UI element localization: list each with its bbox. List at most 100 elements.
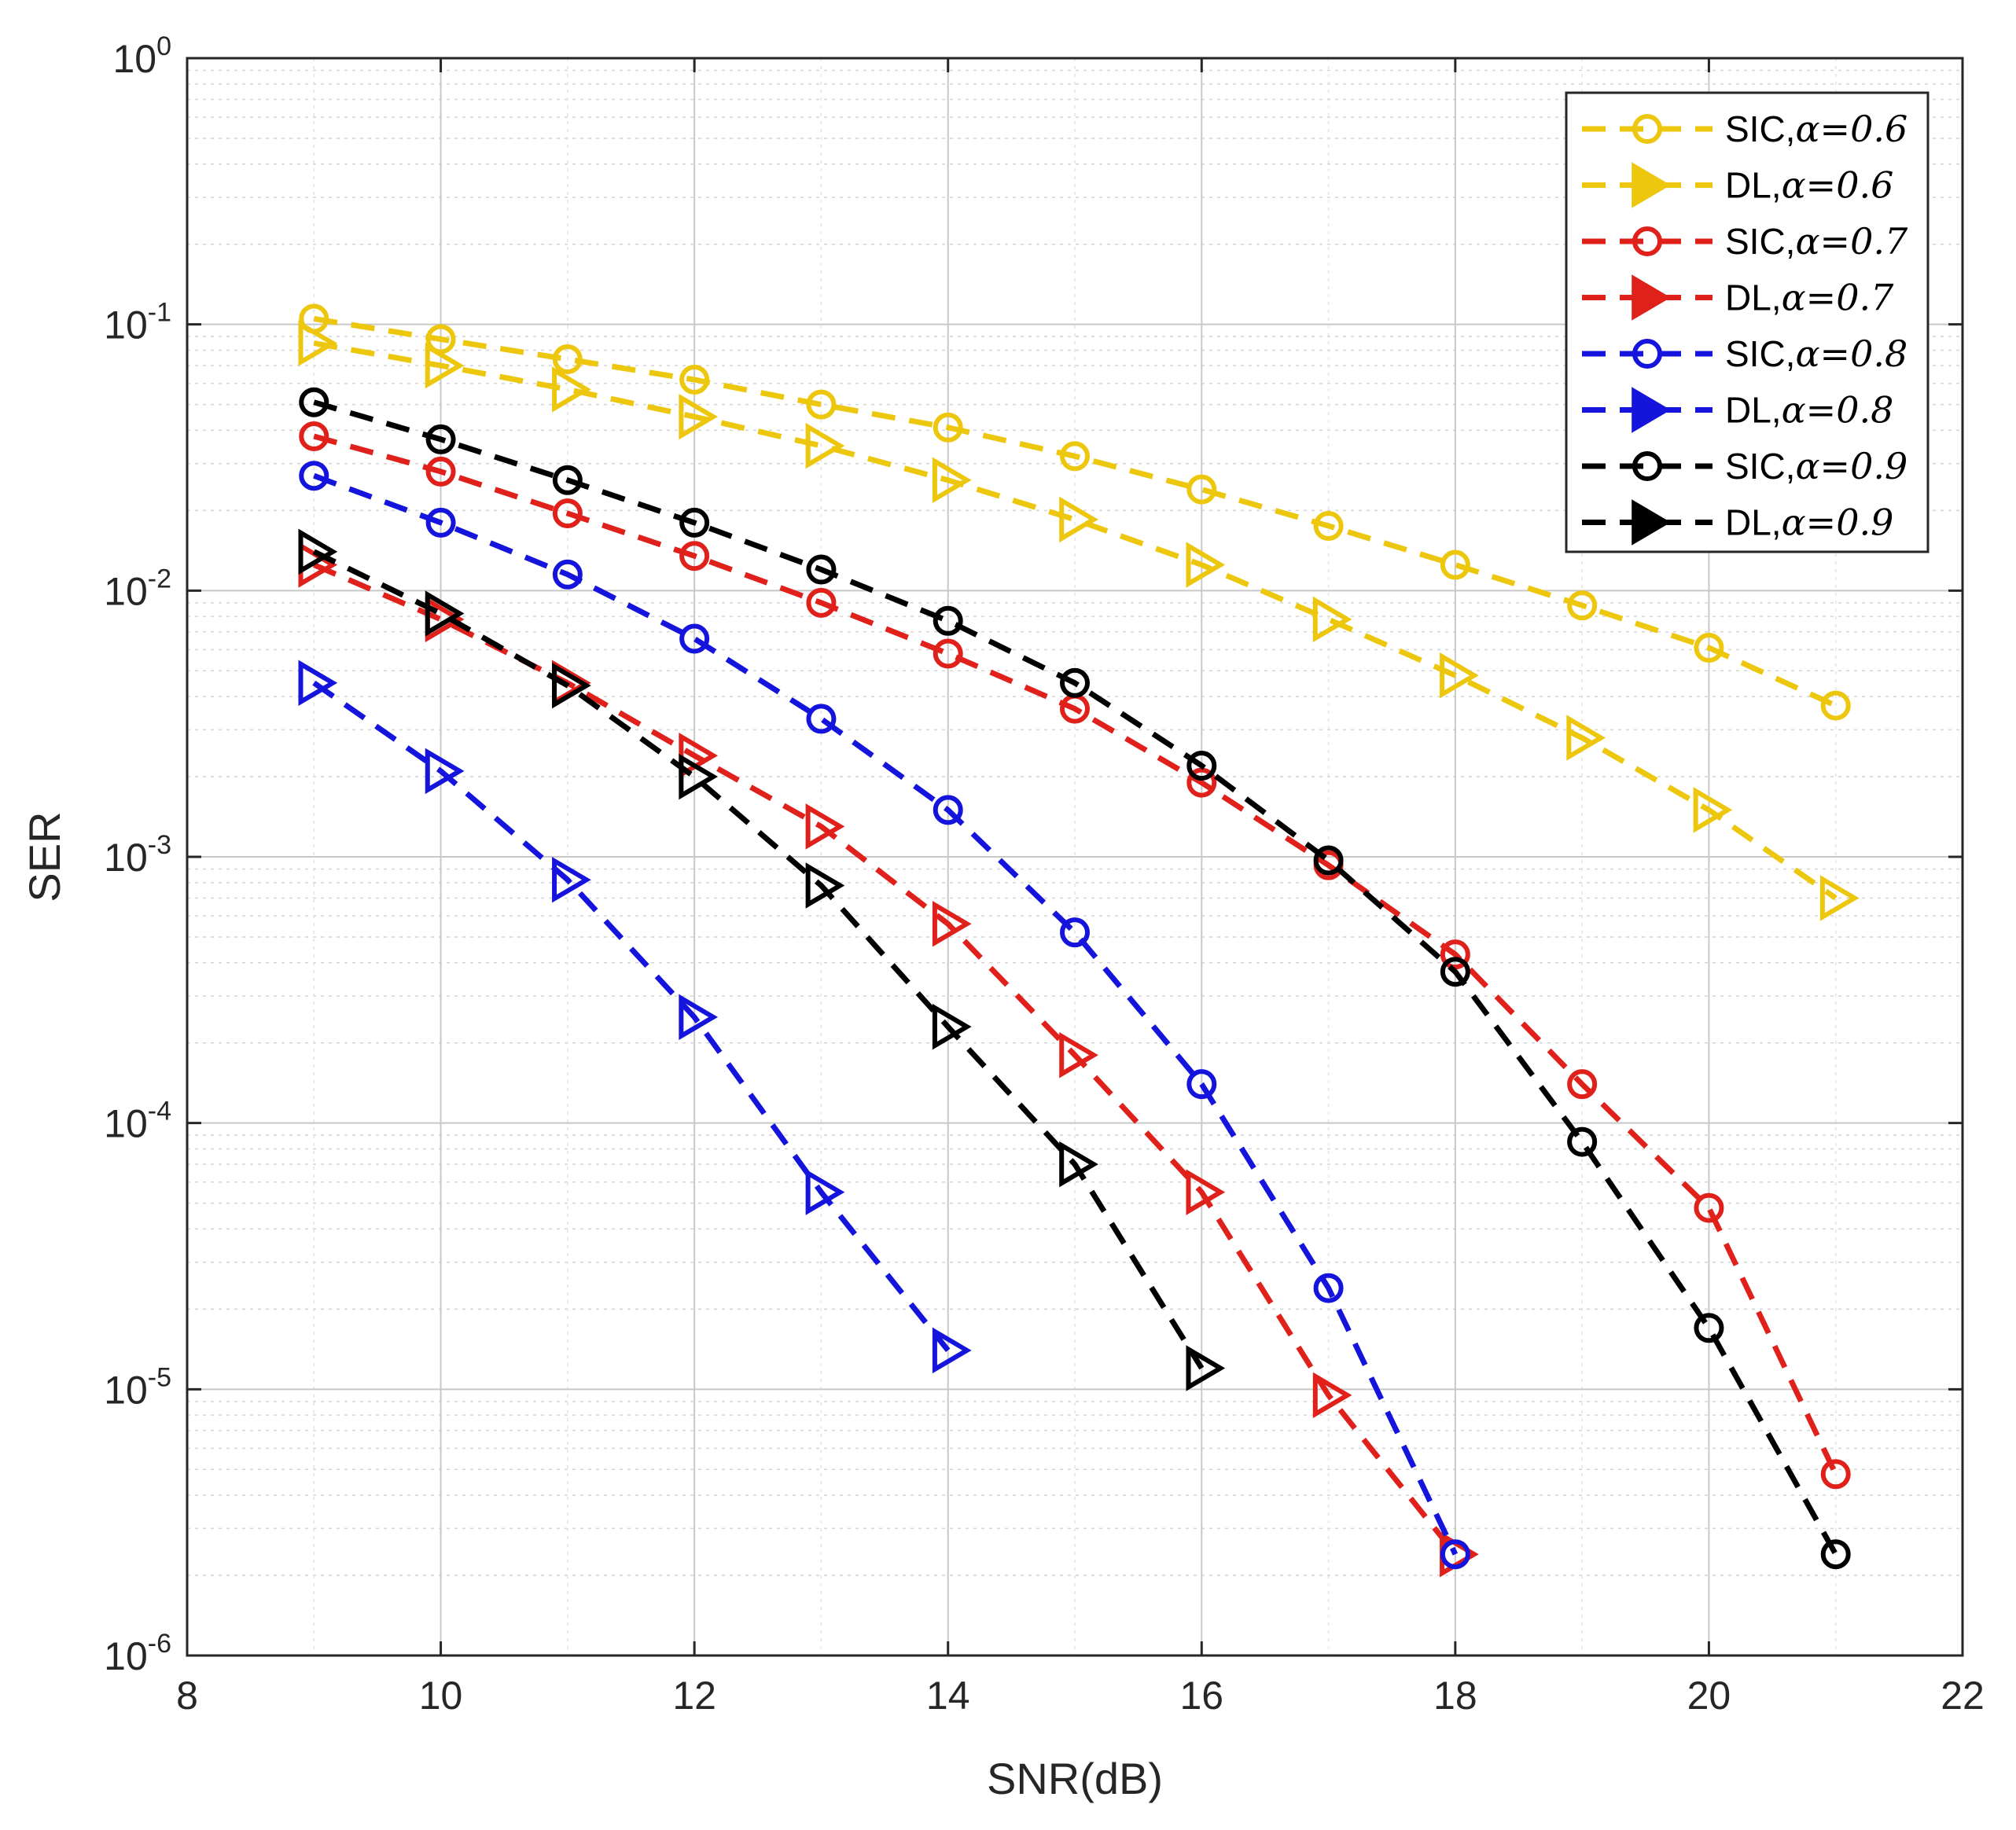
data-point-sic-0-8: [552, 559, 583, 590]
series-sic-0-6: [299, 303, 1851, 721]
data-point-sic-0-9: [1567, 1126, 1598, 1157]
data-point-dl-0-6: [1440, 652, 1479, 699]
legend-label-param: α=0.9: [1782, 502, 1894, 544]
legend-label-prefix: DL,: [1725, 277, 1782, 318]
series-layer: [298, 303, 1860, 1578]
legend-label: SIC,α=0.7: [1725, 220, 1908, 263]
legend-entry-sic-0-8: SIC,α=0.8: [1582, 333, 1907, 375]
legend: SIC,α=0.6DL,α=0.6SIC,α=0.7DL,α=0.7SIC,α=…: [1565, 91, 1930, 553]
legend-label: SIC,α=0.9: [1725, 445, 1907, 487]
data-point-sic-0-8: [806, 704, 837, 734]
data-point-sic-0-8: [933, 795, 963, 825]
data-point-sic-0-8: [1060, 917, 1090, 948]
data-point-dl-0-6: [1819, 875, 1860, 921]
data-point-sic-0-6: [1567, 590, 1598, 621]
data-point-dl-0-9: [425, 590, 465, 637]
y-tick-exponent: -1: [148, 298, 171, 328]
data-point-sic-0-6: [425, 324, 456, 355]
legend-entry-dl-0-8: DL,α=0.8: [1582, 387, 1893, 433]
series-line-sic-0-8: [313, 472, 1459, 1556]
data-point-dl-0-6: [805, 422, 845, 469]
series-line-sic-0-7: [313, 433, 1838, 1475]
data-point-sic-0-7: [1186, 767, 1217, 798]
data-point-sic-0-9: [1694, 1313, 1724, 1343]
data-point-sic-0-7: [1820, 1459, 1851, 1490]
legend-swatch-marker: [1632, 226, 1662, 256]
data-point-dl-0-9: [552, 662, 591, 709]
y-tick-base: 10: [112, 37, 156, 81]
y-tick-label: 10-6: [104, 1629, 171, 1678]
data-point-dl-0-6: [298, 320, 338, 366]
data-point-dl-0-7: [1312, 1372, 1352, 1419]
axis-ticks: 8 10 12 14 16 18 20 2210010-110-210-310-410-510…: [104, 31, 1985, 1718]
data-point-sic-0-8: [1313, 1273, 1344, 1303]
series-dl-0-8: [298, 660, 972, 1374]
legend-label: DL,α=0.8: [1725, 389, 1893, 432]
data-point-dl-0-6: [1186, 542, 1226, 588]
x-tick-label: 8: [176, 1674, 198, 1718]
data-point-dl-0-6: [552, 366, 591, 413]
data-point-dl-0-7: [932, 901, 972, 947]
data-point-sic-0-6: [1820, 690, 1851, 721]
legend-label-prefix: DL,: [1725, 502, 1782, 543]
data-point-sic-0-8: [299, 461, 329, 491]
series-dl-0-9: [298, 528, 1226, 1391]
legend-entry-dl-0-6: DL,α=0.6: [1582, 162, 1893, 208]
y-tick-label: 10-5: [104, 1362, 171, 1412]
data-point-sic-0-9: [425, 424, 456, 454]
data-point-dl-0-6: [1693, 787, 1733, 833]
data-point-dl-0-6: [1059, 496, 1098, 543]
legend-label-param: α=0.6: [1795, 108, 1907, 150]
legend-label-prefix: DL,: [1725, 165, 1782, 206]
data-point-dl-0-6: [1312, 596, 1352, 643]
series-line-dl-0-7: [312, 562, 1458, 1556]
data-point-sic-0-9: [933, 605, 963, 636]
series-sic-0-7: [299, 421, 1851, 1490]
y-tick-base: 10: [104, 1368, 148, 1412]
data-point-dl-0-6: [425, 342, 465, 389]
data-point-dl-0-8: [932, 1327, 972, 1374]
legend-label-param: α=0.9: [1795, 445, 1907, 487]
legend-label-prefix: SIC,: [1725, 333, 1795, 374]
data-point-sic-0-7: [1567, 1069, 1598, 1100]
series-line-dl-0-6: [313, 340, 1838, 901]
data-point-sic-0-8: [425, 507, 456, 538]
y-tick-base: 10: [104, 1102, 148, 1146]
data-point-dl-0-6: [932, 457, 972, 504]
data-point-sic-0-6: [1186, 474, 1217, 505]
data-point-sic-0-7: [1694, 1192, 1724, 1223]
data-point-sic-0-6: [1440, 549, 1470, 580]
data-point-dl-0-8: [679, 994, 719, 1041]
legend-swatch-marker: [1632, 162, 1671, 208]
y-tick-label: 100: [112, 31, 171, 81]
y-axis-label: SER: [20, 811, 69, 902]
y-tick-exponent: 0: [156, 31, 171, 61]
data-point-sic-0-7: [679, 541, 710, 571]
y-tick-exponent: -4: [148, 1097, 171, 1126]
data-point-dl-0-9: [679, 753, 719, 800]
legend-label-prefix: SIC,: [1725, 108, 1795, 149]
y-tick-exponent: -5: [148, 1362, 171, 1392]
legend-swatch-marker: [1632, 339, 1662, 369]
legend-entry-sic-0-7: SIC,α=0.7: [1582, 220, 1908, 263]
series-line-dl-0-9: [312, 549, 1205, 1370]
legend-label-param: α=0.8: [1795, 333, 1907, 375]
x-tick-label: 20: [1687, 1674, 1731, 1718]
legend-swatch-marker: [1632, 499, 1671, 546]
data-point-sic-0-9: [1313, 845, 1344, 876]
series-line-sic-0-6: [313, 316, 1838, 708]
y-tick-base: 10: [104, 836, 148, 880]
data-point-dl-0-9: [1186, 1345, 1226, 1391]
data-point-sic-0-9: [1186, 751, 1217, 781]
legend-label: DL,α=0.9: [1725, 502, 1893, 544]
data-point-sic-0-8: [1186, 1069, 1217, 1100]
data-point-sic-0-8: [1440, 1539, 1470, 1570]
y-tick-label: 10-4: [104, 1097, 171, 1146]
y-tick-label: 10-1: [104, 298, 171, 347]
data-point-dl-0-6: [1566, 715, 1606, 761]
legend-label: DL,α=0.7: [1725, 277, 1894, 319]
legend-entry-sic-0-6: SIC,α=0.6: [1582, 108, 1907, 150]
data-point-sic-0-9: [1820, 1539, 1851, 1570]
data-point-sic-0-9: [552, 465, 583, 495]
